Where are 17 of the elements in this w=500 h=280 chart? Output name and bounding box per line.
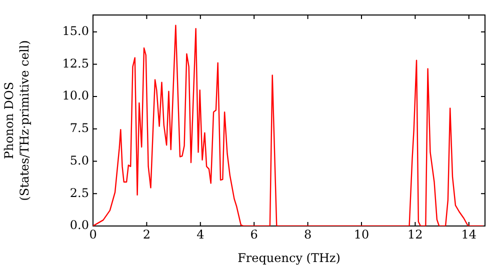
x-tick-label: 12 (408, 227, 423, 242)
y-tick-label: 0.0 (70, 218, 89, 232)
x-tick-label: 10 (354, 227, 370, 242)
y-tick-label: 15.0 (62, 24, 89, 38)
y-tick-label: 2.5 (70, 186, 89, 200)
x-tick-label: 4 (196, 227, 205, 242)
x-tick-label: 8 (304, 227, 312, 242)
x-tick-label: 2 (142, 227, 151, 242)
y-tick-label: 10.0 (62, 88, 89, 103)
y-tick-label: 7.5 (70, 121, 89, 136)
x-tick-label: 6 (250, 227, 258, 242)
x-tick-label: 14 (461, 227, 477, 242)
x-tick-label: 0 (89, 227, 97, 242)
y-axis-title: Phonon DOS (States/THz·primitive cell) (2, 40, 32, 201)
y-tick-label: 5.0 (70, 153, 89, 168)
x-axis-title: Frequency (THz) (238, 250, 340, 265)
y-tick-label: 12.5 (62, 56, 89, 70)
